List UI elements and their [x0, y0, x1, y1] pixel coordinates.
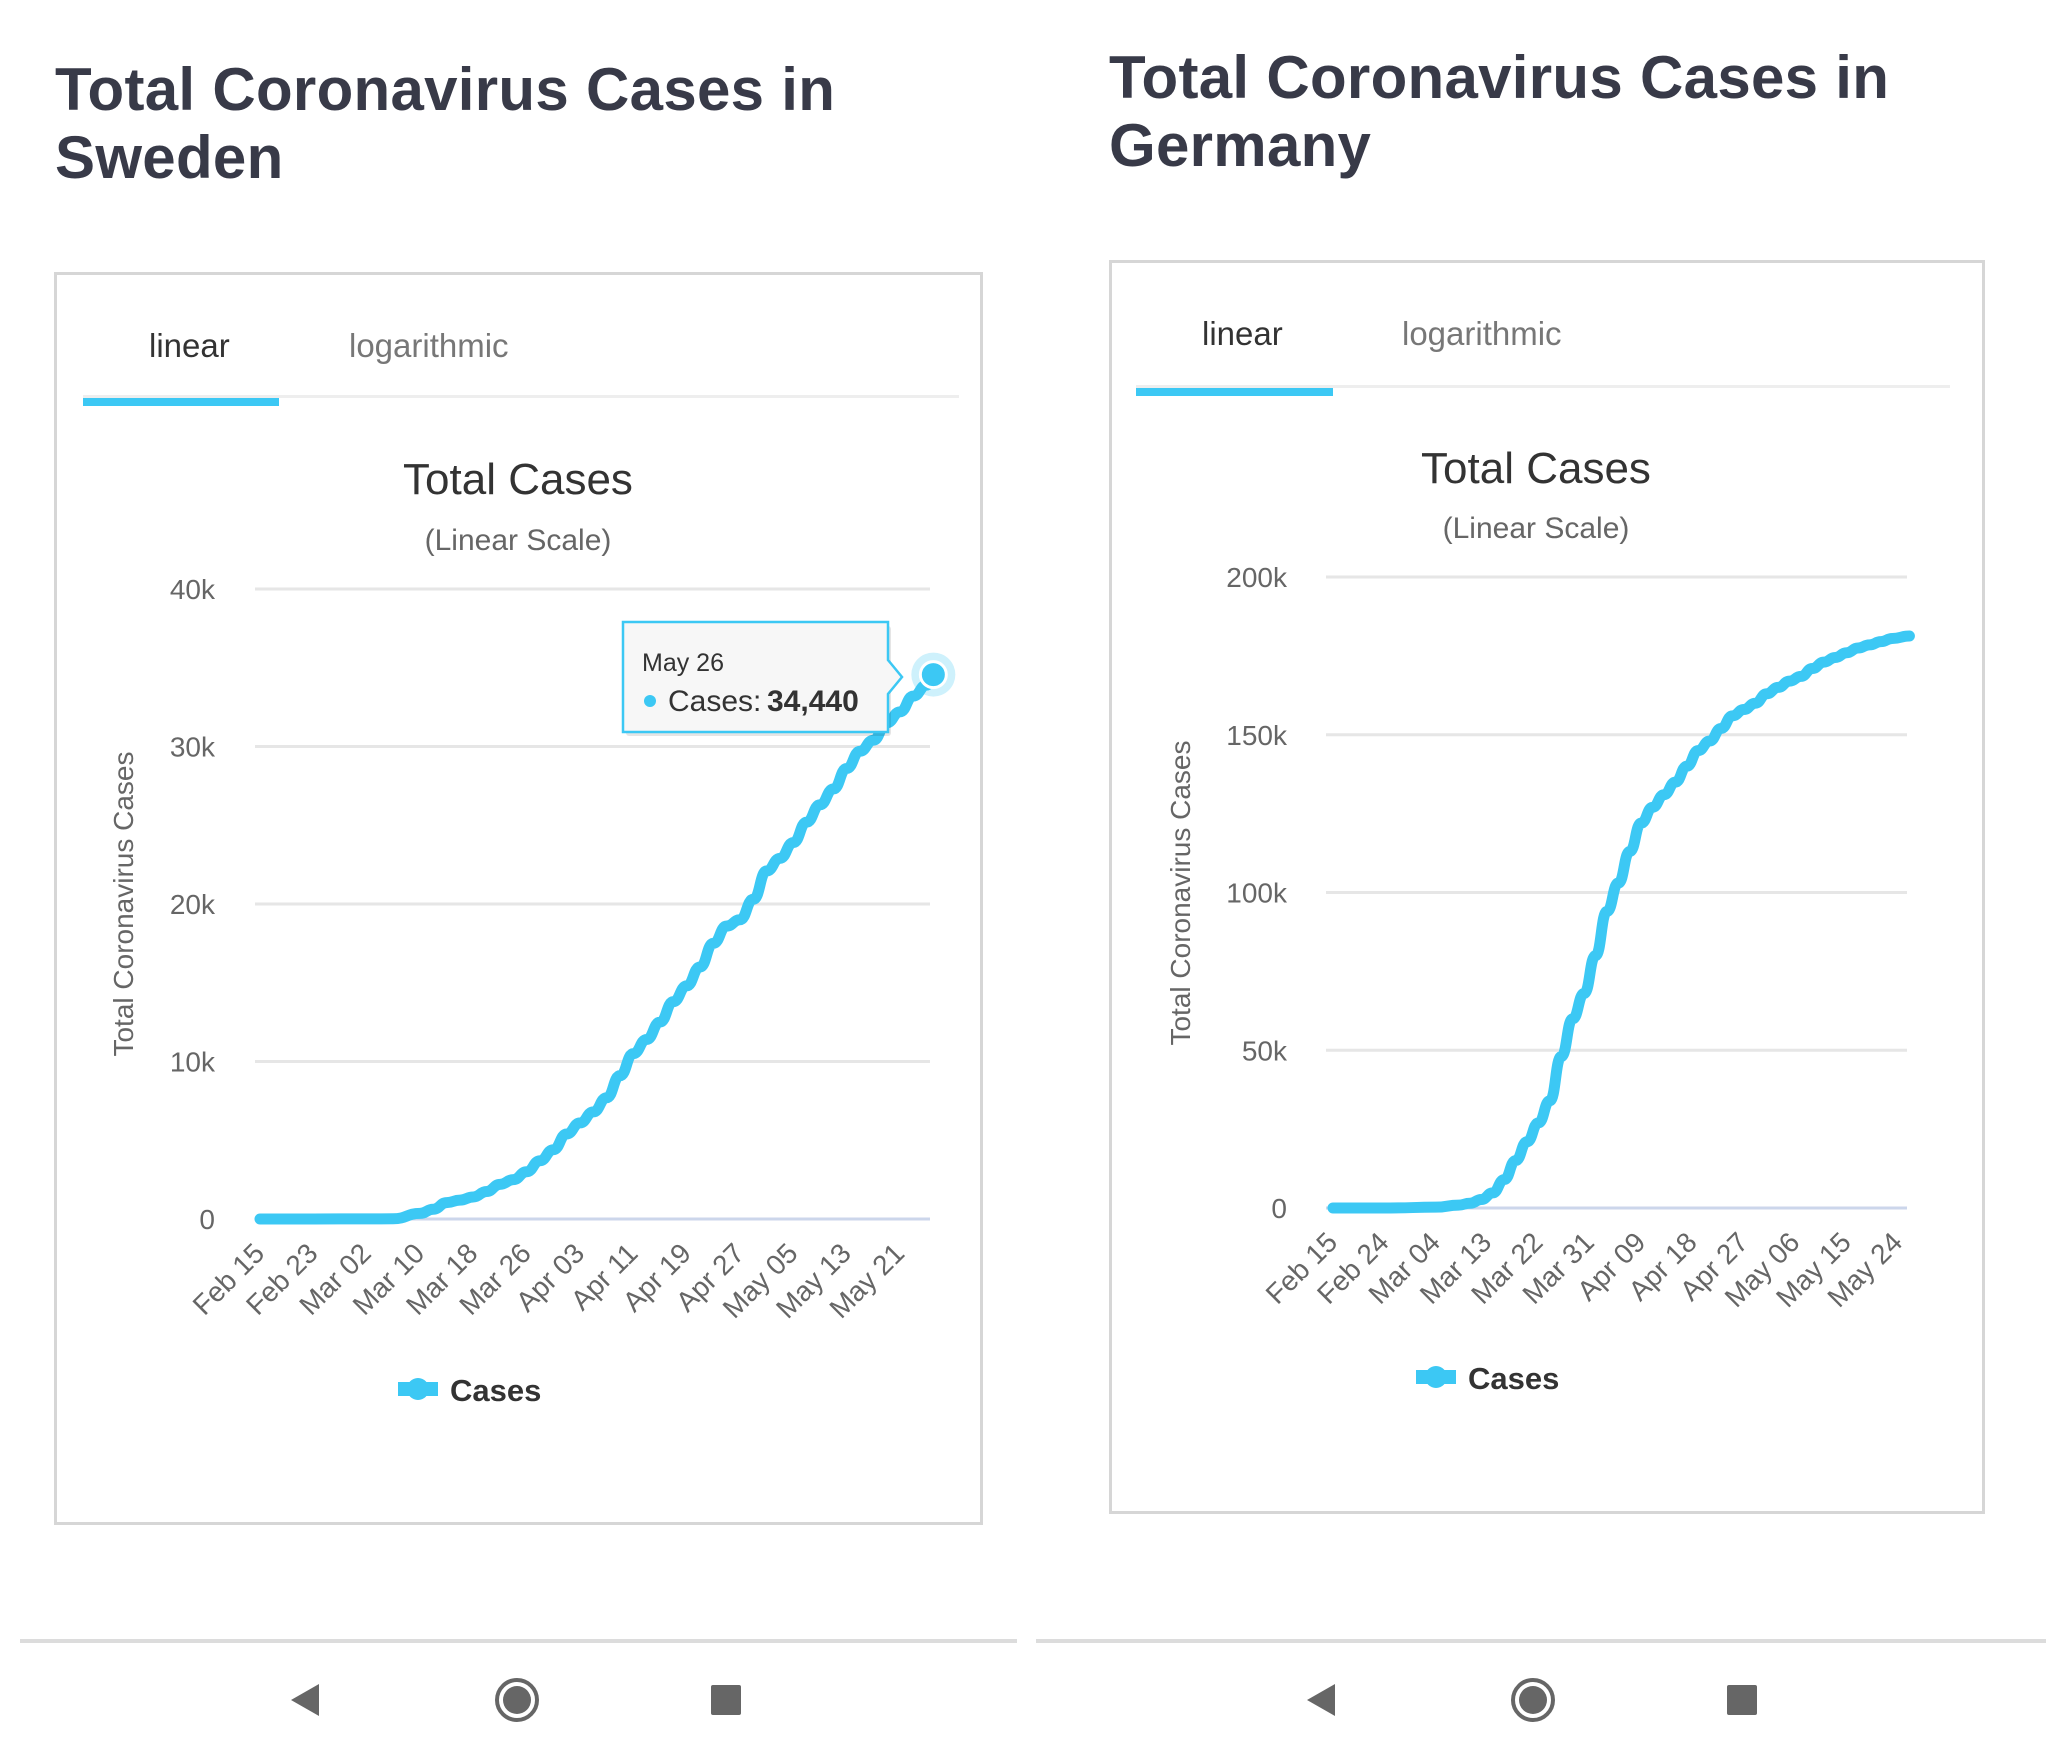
legend-label[interactable]: Cases	[450, 1373, 541, 1408]
y-tick-label: 40k	[170, 574, 216, 605]
back-icon	[291, 1684, 319, 1716]
page-title: Total Coronavirus Cases in Germany	[1109, 44, 1889, 180]
sweden-panel: Total Coronavirus Cases in Sweden linear…	[20, 56, 1017, 1728]
tab-active-indicator	[1136, 388, 1333, 396]
back-icon	[1307, 1684, 1335, 1716]
legend-swatch-marker	[1425, 1366, 1447, 1388]
tooltip-date: May 26	[642, 649, 724, 677]
chart-card: linear logarithmic	[1109, 260, 1985, 1514]
sweden-chart: Total Cases (Linear Scale) Total Coronavir…	[108, 455, 956, 1408]
tooltip-box	[621, 620, 904, 734]
legend-swatch-marker	[407, 1378, 429, 1400]
chart-card: linear logarithmic	[54, 272, 983, 1525]
y-tick-label: 150k	[1226, 720, 1288, 751]
tooltip-series-dot	[644, 695, 656, 707]
legend-label[interactable]: Cases	[1468, 1361, 1559, 1396]
chart-title: Total Cases	[403, 455, 633, 504]
page-title-line1: Total Coronavirus Cases in	[1109, 44, 1890, 111]
y-axis-title: Total Coronavirus Cases	[1165, 740, 1196, 1045]
series-line-cases	[254, 671, 939, 1225]
y-axis-title: Total Coronavirus Cases	[108, 751, 139, 1056]
y-tick-label: 200k	[1226, 562, 1288, 593]
recents-button[interactable]	[710, 1684, 742, 1721]
tab-logarithmic[interactable]: logarithmic	[349, 327, 509, 364]
y-tick-label: 0	[1271, 1193, 1287, 1224]
recents-icon	[1727, 1685, 1757, 1715]
series-line-cases	[1327, 630, 1915, 1214]
tab-divider	[83, 395, 959, 398]
tooltip-value: 34,440	[767, 685, 859, 718]
y-tick-label: 30k	[170, 732, 216, 763]
tab-linear[interactable]: linear	[149, 327, 230, 364]
tab-linear[interactable]: linear	[1202, 315, 1283, 352]
home-icon	[495, 1678, 539, 1722]
recents-button[interactable]	[1726, 1684, 1758, 1721]
tab-logarithmic[interactable]: logarithmic	[1402, 315, 1562, 352]
home-icon	[1511, 1678, 1555, 1722]
page-title: Total Coronavirus Cases in Sweden	[55, 56, 835, 192]
germany-chart: Total Cases (Linear Scale) Total Coronavir…	[1165, 444, 1915, 1396]
home-button[interactable]	[1510, 1677, 1556, 1728]
y-tick-label: 0	[199, 1204, 215, 1235]
y-tick-label: 100k	[1226, 878, 1288, 909]
y-tick-label: 50k	[1242, 1035, 1288, 1066]
tooltip: May 26 Cases: 34,440	[621, 620, 904, 736]
page-title-line2: Sweden	[55, 124, 284, 191]
back-button[interactable]	[1304, 1682, 1338, 1723]
y-tick-label: 10k	[170, 1047, 216, 1078]
nav-divider	[1036, 1639, 2046, 1643]
y-tick-label: 20k	[170, 889, 216, 920]
highlight-point[interactable]	[918, 660, 948, 690]
tab-divider	[1136, 385, 1950, 388]
page-title-line2: Germany	[1109, 112, 1372, 179]
home-button[interactable]	[494, 1677, 540, 1728]
tooltip-series-label: Cases:	[668, 685, 761, 718]
tab-active-indicator	[83, 398, 279, 406]
recents-icon	[711, 1685, 741, 1715]
nav-divider	[20, 1639, 1017, 1643]
chart-subtitle: (Linear Scale)	[425, 524, 612, 557]
chart-subtitle: (Linear Scale)	[1443, 512, 1630, 545]
back-button[interactable]	[288, 1682, 322, 1723]
chart-title: Total Cases	[1421, 444, 1651, 493]
germany-panel: Total Coronavirus Cases in Germany linea…	[1024, 0, 2048, 1742]
page-title-line1: Total Coronavirus Cases in	[55, 56, 836, 123]
